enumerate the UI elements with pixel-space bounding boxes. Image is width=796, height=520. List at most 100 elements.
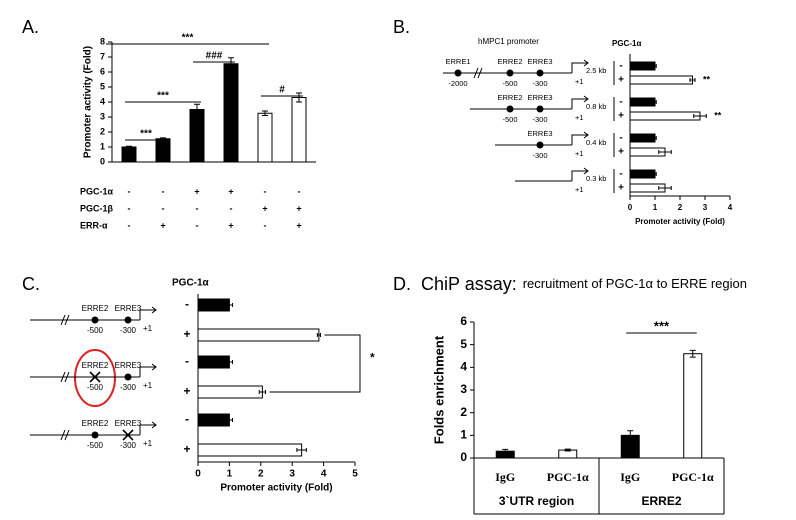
erre-label: ERRE3 [115,304,142,313]
bar [629,97,656,107]
error-bar [194,103,200,116]
significance-label: *** [182,33,194,44]
panel-label: B. [393,17,410,37]
tss-label: +1 [575,149,584,158]
erre-site [506,69,514,77]
erre-label: ERRE3 [115,419,142,428]
legend-sign: + [618,75,624,86]
error-bar [653,136,657,140]
y-tick-label: 4 [460,360,467,374]
erre-label: ERRE3 [115,361,142,370]
significance-label: # [279,85,285,96]
group-label: ERRE2 [641,494,681,508]
x-axis-label: Promoter activity (Fold) [220,483,332,494]
error-bar [658,150,672,154]
legend-sign: - [619,169,622,180]
y-tick-label: 0 [460,450,467,464]
x-tick-label: 5 [352,469,358,480]
significance-label: * [370,351,375,365]
tss-label: +1 [575,113,584,122]
condition-sign: + [228,186,233,196]
y-axis-label: Folds enrichment [431,335,446,444]
y-tick-label: 1 [460,428,467,442]
error-bar [262,110,268,116]
bar [121,146,137,163]
y-tick-label: 7 [100,51,105,61]
header: PGC-1α [172,278,210,289]
erre-position: -300 [532,115,547,124]
erre-site [124,373,132,381]
erre-site [91,316,99,324]
legend-sign: + [183,384,190,398]
y-tick-label: 0 [100,156,105,166]
erre-position: -500 [87,326,104,335]
legend-sign: - [185,412,189,426]
error-bar [653,172,657,176]
tss-arrow [571,131,589,145]
tss-arrow [139,306,157,320]
error-bar [126,145,132,149]
erre-position: -500 [502,79,517,88]
construct-size: 2.5 kb [586,66,606,75]
condition-sign: - [196,203,199,213]
condition-sign: - [162,186,165,196]
error-bar [653,100,657,104]
error-bar [653,64,657,68]
mutation-cross [122,429,134,441]
error-bar [564,448,571,452]
erre-position: -2000 [448,79,467,88]
significance-label: ### [206,51,223,62]
x-axis-label: Promoter activity (Fold) [635,217,725,226]
condition-sign: + [228,220,233,230]
erre-label: ERRE2 [497,93,522,102]
erre-site [124,316,132,324]
significance-bracket [269,334,361,393]
condition-sign: - [264,186,267,196]
condition-sign: - [298,186,301,196]
x-tick-label: 4 [321,469,327,480]
y-tick-label: 1 [100,141,105,151]
error-bar [225,303,234,307]
construct-size: 0.3 kb [586,174,606,183]
break-mark [60,314,70,326]
break-mark [60,429,70,441]
group-label: 3`UTR region [499,494,574,508]
error-bar [296,448,307,452]
erre-position: -500 [87,441,104,450]
erre-position: -500 [87,383,104,392]
error-bar [689,349,696,358]
highlight-ellipse [74,349,116,407]
break-mark [473,67,483,79]
condition-sign: - [264,220,267,230]
bar [291,97,307,163]
erre-position: -300 [120,383,137,392]
header: PGC-1α [612,39,641,48]
x-tick-label: 1 [227,469,233,480]
condition-sign: + [160,220,165,230]
error-bar [258,390,267,394]
x-tick-label: 3 [289,469,295,480]
condition-name: PGC-1α [80,186,114,196]
promoter-title: hMPC1 promoter [478,37,539,46]
y-tick-label: 2 [100,126,105,136]
erre-label: ERRE2 [497,57,522,66]
error-bar [225,418,234,422]
construct-size: 0.8 kb [586,102,606,111]
x-tick-label: 2 [258,469,264,480]
mutation-cross [89,371,101,383]
significance-label: *** [654,318,670,333]
legend-sign: - [619,61,622,72]
significance-label: *** [140,129,152,140]
erre-position: -300 [120,326,137,335]
tss-label: +1 [143,381,153,390]
error-bar [296,92,302,103]
legend-sign: + [618,111,624,122]
construct-size: 0.4 kb [586,138,606,147]
x-tick-label: 0 [195,469,201,480]
error-bar [316,333,321,337]
x-tick-label: 0 [628,203,633,212]
erre-site [91,431,99,439]
legend-sign: + [618,183,624,194]
erre-label: ERRE2 [82,419,109,428]
bar [257,112,273,163]
